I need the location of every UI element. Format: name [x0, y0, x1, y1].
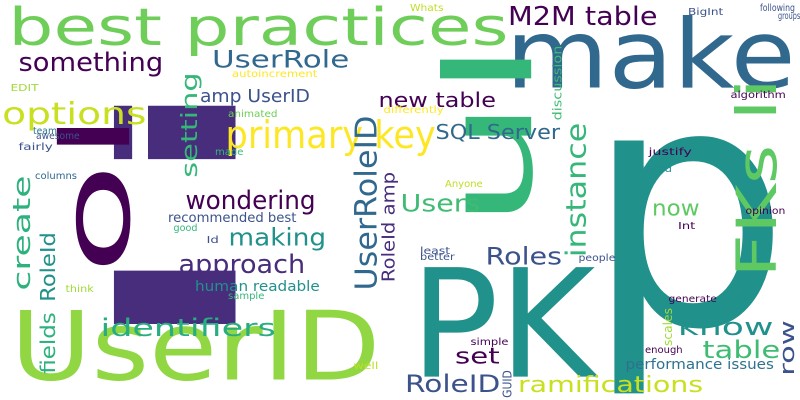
word-amp-userid: amp UserID: [199, 86, 310, 107]
word-approach: approach: [178, 250, 305, 280]
word-good: good: [172, 223, 197, 234]
word-set: set: [455, 343, 500, 369]
word-edit: EDIT: [9, 83, 39, 94]
word-autoincrement: autoincrement: [231, 69, 318, 80]
word-know: know: [677, 313, 774, 341]
word-sql-server: SQL Server: [435, 120, 560, 144]
word-scales: scales: [661, 308, 675, 346]
word-enough: enough: [645, 345, 683, 356]
word-human-readable: human readable: [195, 279, 320, 295]
word-discussion: discussion: [551, 45, 565, 120]
word-userrole: UserRole: [211, 46, 350, 74]
word-id: Id: [205, 235, 219, 246]
word-opinion: opinion: [745, 206, 785, 217]
word-fields: fields: [35, 312, 60, 374]
word-recommended-best: recommended best: [167, 211, 297, 226]
word-differently: differently: [382, 105, 444, 116]
word-roles: Roles: [485, 243, 562, 271]
word-think: think: [64, 284, 94, 295]
word-generate: generate: [667, 294, 717, 305]
word-now: now: [651, 195, 700, 221]
word-sample: sample: [228, 291, 265, 302]
word-people: people: [578, 253, 615, 264]
word-whats: Whats: [409, 3, 444, 14]
word-least: least: [419, 246, 451, 257]
word-animated: animated: [228, 109, 278, 120]
word-fairly: fairly: [17, 142, 53, 153]
word-guid: GUID: [501, 370, 515, 398]
word-roleid-vertical: RoleId: [35, 232, 60, 302]
word-p: p: [584, 12, 791, 400]
word-bigint: BigInt: [687, 7, 724, 18]
word-users: Users: [400, 190, 480, 218]
word-treated: treated: [630, 164, 672, 175]
word-create: create: [8, 174, 37, 291]
word-team: team: [32, 126, 57, 137]
word-performance-issues: performance issues: [625, 357, 774, 373]
word-best-practices: best practices: [7, 0, 508, 59]
word-row: row: [775, 319, 800, 376]
word-userroleid: UserRoleID: [348, 114, 384, 291]
word-userid: UserID: [10, 291, 380, 400]
word-something: something: [17, 48, 163, 78]
word-options: options: [2, 97, 147, 132]
word-simple: simple: [469, 337, 509, 348]
word-making: making: [228, 224, 326, 252]
word-well: well: [353, 361, 378, 372]
word-awesome: awesome: [35, 131, 80, 142]
word-columns: columns: [35, 171, 78, 182]
word-anyone: Anyone: [445, 179, 483, 190]
word-fks-li: FKs li: [725, 78, 790, 278]
word-setting: setting: [178, 71, 204, 178]
word-ramifications: ramifications: [517, 373, 704, 398]
word-identifiers: identifiers: [99, 314, 276, 342]
word-primary-key: primary key: [225, 113, 436, 157]
word-algorithm: algorithm: [729, 90, 786, 101]
word-following: following: [759, 3, 795, 14]
word-m2m-table: M2M table: [508, 2, 658, 32]
word-int: Int: [677, 221, 696, 232]
word-table: table: [702, 336, 780, 364]
word-roleid-amp: RoleId amp: [378, 171, 400, 283]
word-pk: PK: [410, 236, 596, 400]
word-wondering: wondering: [184, 186, 316, 216]
word-make: make: [504, 0, 796, 110]
word-made: made: [215, 147, 244, 158]
word-roleid: RoleID: [404, 370, 501, 398]
word-groups: groups: [778, 11, 800, 22]
word-justify: justify: [647, 147, 692, 158]
word-new-table: new table: [377, 88, 496, 112]
word-instance: instance: [558, 122, 592, 257]
word-better: better: [420, 252, 455, 263]
